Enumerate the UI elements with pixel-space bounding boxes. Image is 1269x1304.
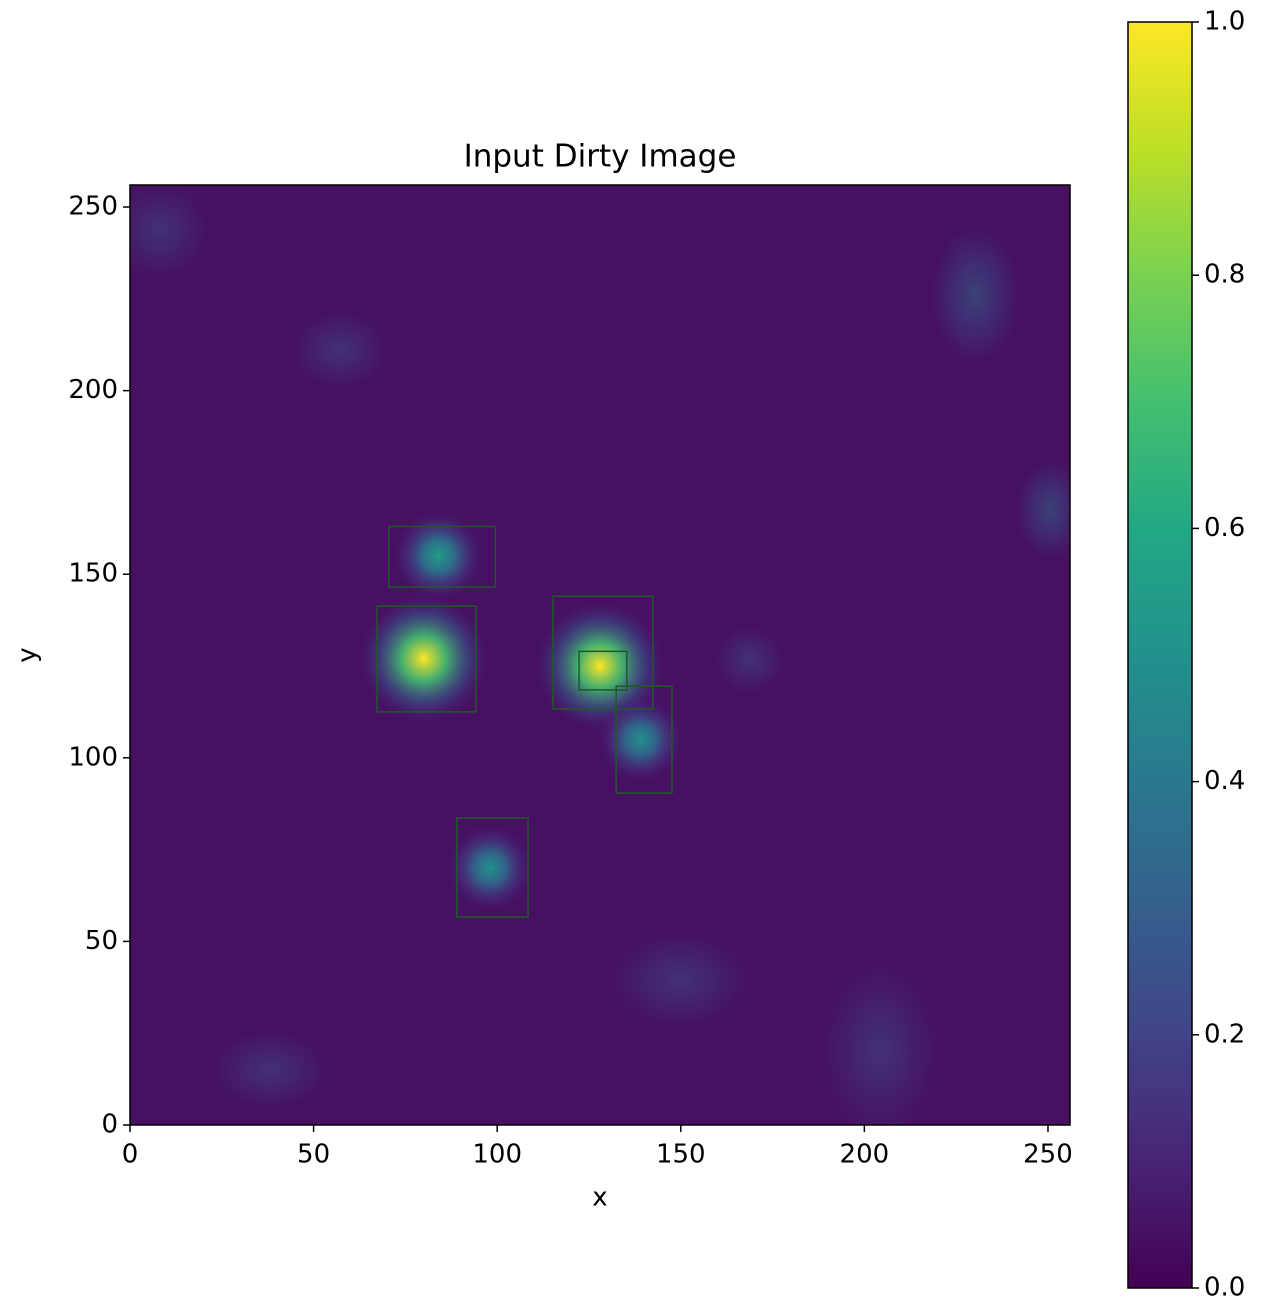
colorbar-tick-label: 0.2 [1204, 1019, 1245, 1049]
detection-box [388, 525, 497, 588]
x-tick-label: 50 [297, 1140, 330, 1170]
source [358, 593, 489, 724]
noise [820, 960, 940, 1125]
y-tick-label: 250 [68, 192, 118, 222]
x-tick-label: 0 [122, 1140, 139, 1170]
x-tick-label: 250 [1023, 1140, 1073, 1170]
colorbar-tick-label: 0.6 [1204, 513, 1245, 543]
detection-box [552, 595, 654, 710]
x-tick-label: 150 [656, 1140, 706, 1170]
source [595, 694, 686, 785]
y-tick-label: 50 [85, 926, 118, 956]
noise [130, 185, 210, 280]
colorbar-tick-label: 0.0 [1204, 1273, 1245, 1303]
axes-frame [129, 184, 1071, 1126]
noise [610, 930, 750, 1030]
noise [930, 225, 1020, 365]
image-area [130, 185, 1070, 1125]
y-tick-label: 0 [101, 1110, 118, 1140]
noise [1015, 460, 1070, 560]
detection-box [578, 650, 628, 691]
source [391, 508, 486, 603]
x-axis-label: x [592, 1183, 607, 1213]
noise [715, 625, 785, 695]
y-tick-label: 100 [68, 742, 118, 772]
colorbar-tick-label: 0.4 [1204, 766, 1245, 796]
x-tick-label: 100 [472, 1140, 522, 1170]
source [444, 822, 535, 913]
noise [290, 310, 390, 390]
noise [210, 1030, 330, 1110]
x-tick-label: 200 [840, 1140, 890, 1170]
colorbar [1127, 21, 1193, 1289]
colorbar-tick-label: 0.8 [1204, 260, 1245, 290]
y-tick-label: 150 [68, 559, 118, 589]
detection-box [615, 685, 673, 794]
y-axis-label: y [13, 647, 43, 662]
y-tick-label: 200 [68, 375, 118, 405]
detection-box [456, 817, 529, 918]
colorbar-tick-label: 1.0 [1204, 7, 1245, 37]
chart-title: Input Dirty Image [464, 139, 737, 175]
detection-box [376, 605, 477, 713]
